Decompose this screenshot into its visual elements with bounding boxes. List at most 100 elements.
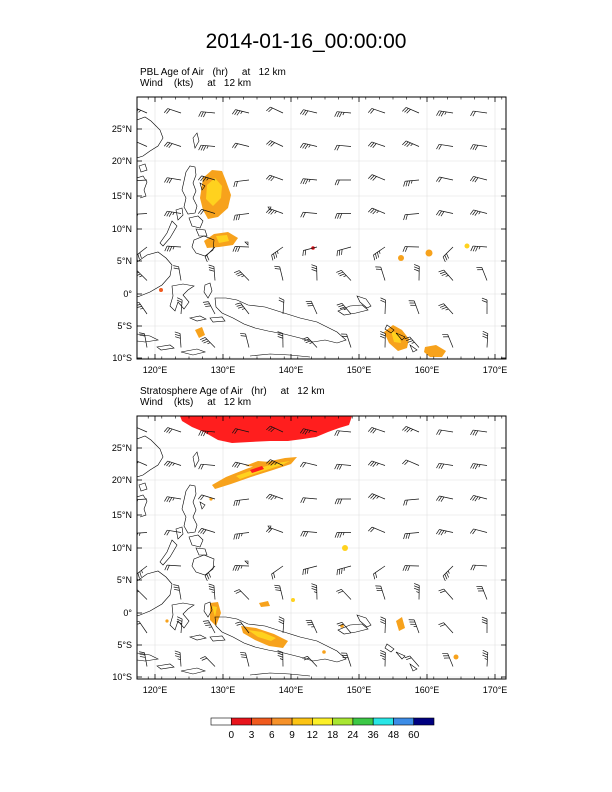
wind-barb xyxy=(367,427,386,434)
wind-barb xyxy=(442,334,454,348)
lon-tick-label: 150°E xyxy=(347,365,372,375)
wind-barb xyxy=(402,107,420,114)
wind-barb xyxy=(436,143,454,150)
wind-barb xyxy=(436,210,454,217)
wind-barb xyxy=(380,331,386,348)
wind-barb xyxy=(402,565,420,571)
wind-barb xyxy=(266,459,284,466)
wind-barb xyxy=(200,337,216,348)
wind-barb xyxy=(202,301,216,315)
colorbar-label: 60 xyxy=(408,730,420,741)
wind-barb xyxy=(336,269,352,281)
coastline xyxy=(356,295,372,309)
pbl-blob-png-west xyxy=(195,327,205,338)
wind-barb xyxy=(334,430,352,437)
wind-barb xyxy=(164,245,182,252)
wind-barb xyxy=(368,174,386,181)
coastline xyxy=(192,132,200,149)
wind-barb xyxy=(163,460,182,468)
wind-barb xyxy=(163,141,182,149)
wind-barb xyxy=(305,300,318,315)
page-title: 2014-01-16_00:00:00 xyxy=(205,30,407,53)
wind-barb xyxy=(403,179,420,187)
colorbar-label: 48 xyxy=(388,730,400,741)
coastline xyxy=(159,539,178,566)
coastline xyxy=(384,324,395,334)
wind-barb xyxy=(470,144,488,151)
lat-tick-label: 15°N xyxy=(112,191,132,201)
wind-barb xyxy=(336,246,352,257)
wind-barb xyxy=(336,588,352,600)
wind-barb xyxy=(174,331,182,348)
wind-barb xyxy=(266,425,284,433)
wind-barb xyxy=(380,297,386,315)
coastline xyxy=(188,215,204,229)
coastline xyxy=(137,652,159,662)
coastline xyxy=(188,634,207,641)
colorbar-swatch xyxy=(413,717,435,726)
coastline xyxy=(249,672,311,677)
wind-barb xyxy=(436,495,454,502)
lat-tick-label: 15°N xyxy=(112,510,132,520)
wind-barb xyxy=(163,108,182,114)
wind-barb xyxy=(373,565,386,580)
coastline xyxy=(169,283,195,312)
lat-tick-label: 25°N xyxy=(112,443,132,453)
wind-barb xyxy=(404,336,420,348)
wind-barb xyxy=(174,650,182,667)
coastline xyxy=(249,353,311,358)
wind-barb xyxy=(137,141,148,147)
wind-barb xyxy=(481,297,488,315)
wind-barb xyxy=(164,210,182,217)
coastline xyxy=(203,601,213,618)
wind-barb xyxy=(231,142,250,149)
wind-barb xyxy=(481,616,488,634)
wind-barb xyxy=(368,207,386,215)
wind-barb xyxy=(265,493,284,501)
coastline xyxy=(244,560,249,565)
coastline xyxy=(180,348,207,356)
colorbar-label: 12 xyxy=(307,730,319,741)
wind-barb xyxy=(271,246,284,261)
wind-barb xyxy=(176,297,183,315)
coastline xyxy=(209,316,226,323)
pbl-blob-east-3 xyxy=(464,243,470,249)
lon-tick-label: 170°E xyxy=(483,685,508,695)
lat-tick-label: 10°N xyxy=(112,543,132,553)
wind-barb xyxy=(197,209,216,215)
lat-tick-label: 20°N xyxy=(112,156,132,166)
wind-barb xyxy=(334,179,352,186)
lon-tick-label: 130°E xyxy=(211,685,236,695)
wind-barb xyxy=(300,497,318,504)
pbl-blob-east-1 xyxy=(425,249,433,257)
wind-barb xyxy=(300,178,318,185)
colorbar-swatch xyxy=(393,717,415,726)
wind-barb xyxy=(164,529,182,536)
wind-barb xyxy=(305,619,318,634)
wind-barb xyxy=(137,621,148,634)
wind-barb xyxy=(402,246,420,252)
wind-barb xyxy=(265,208,284,215)
coastline xyxy=(267,206,272,211)
wind-barb xyxy=(408,300,420,315)
wind-barb xyxy=(173,584,182,600)
wind-barb xyxy=(469,176,488,183)
coastline xyxy=(138,482,148,492)
coastline xyxy=(209,635,226,642)
wind-barb xyxy=(442,565,454,582)
wind-barb xyxy=(402,140,420,147)
wind-barb xyxy=(266,140,284,147)
panel2-age-of-air-fill xyxy=(165,416,459,660)
wind-barb xyxy=(231,428,250,434)
colorbar-label: 0 xyxy=(228,730,234,741)
wind-barb xyxy=(402,426,420,433)
panel1-coastlines xyxy=(137,116,418,358)
wind-barb xyxy=(470,463,488,470)
coastline xyxy=(188,534,204,548)
coastline xyxy=(169,602,195,631)
wind-barb xyxy=(311,264,318,281)
wind-barb xyxy=(198,111,216,118)
coastline xyxy=(214,297,347,344)
coastline xyxy=(267,525,272,530)
wind-barb xyxy=(235,621,250,634)
